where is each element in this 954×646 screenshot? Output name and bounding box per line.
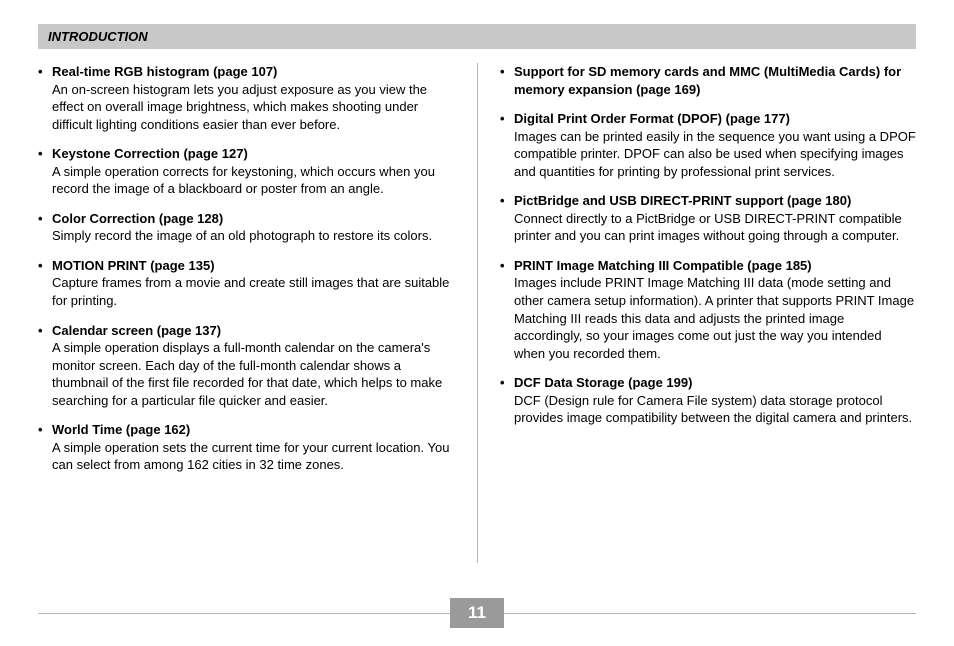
feature-title: MOTION PRINT (page 135)	[52, 258, 215, 273]
feature-title: DCF Data Storage (page 199)	[514, 375, 692, 390]
bullet-icon: •	[38, 63, 52, 133]
feature-item: • PRINT Image Matching III Compatible (p…	[500, 257, 916, 362]
feature-title: PRINT Image Matching III Compatible (pag…	[514, 258, 812, 273]
footer-rule-right	[504, 613, 916, 614]
feature-desc: DCF (Design rule for Camera File system)…	[514, 393, 912, 426]
bullet-icon: •	[38, 421, 52, 474]
content-columns: • Real-time RGB histogram (page 107) An …	[38, 63, 916, 563]
bullet-icon: •	[500, 110, 514, 180]
feature-desc: A simple operation corrects for keystoni…	[52, 164, 435, 197]
feature-item: • DCF Data Storage (page 199) DCF (Desig…	[500, 374, 916, 427]
feature-title: World Time (page 162)	[52, 422, 190, 437]
feature-title: Real-time RGB histogram (page 107)	[52, 64, 277, 79]
feature-body: Digital Print Order Format (DPOF) (page …	[514, 110, 916, 180]
feature-desc: A simple operation sets the current time…	[52, 440, 449, 473]
bullet-icon: •	[38, 322, 52, 410]
feature-body: MOTION PRINT (page 135) Capture frames f…	[52, 257, 455, 310]
feature-item: • World Time (page 162) A simple operati…	[38, 421, 455, 474]
feature-item: • Color Correction (page 128) Simply rec…	[38, 210, 455, 245]
footer-rule-left	[38, 613, 450, 614]
feature-item: • Support for SD memory cards and MMC (M…	[500, 63, 916, 98]
feature-desc: A simple operation displays a full-month…	[52, 340, 442, 408]
feature-body: Support for SD memory cards and MMC (Mul…	[514, 63, 916, 98]
bullet-icon: •	[38, 145, 52, 198]
feature-title: Keystone Correction (page 127)	[52, 146, 248, 161]
right-column: • Support for SD memory cards and MMC (M…	[477, 63, 916, 563]
manual-page: INTRODUCTION • Real-time RGB histogram (…	[0, 0, 954, 646]
feature-title: Color Correction (page 128)	[52, 211, 223, 226]
feature-item: • MOTION PRINT (page 135) Capture frames…	[38, 257, 455, 310]
feature-title: Digital Print Order Format (DPOF) (page …	[514, 111, 790, 126]
section-header: INTRODUCTION	[38, 24, 916, 49]
feature-desc: An on-screen histogram lets you adjust e…	[52, 82, 427, 132]
feature-body: Calendar screen (page 137) A simple oper…	[52, 322, 455, 410]
feature-item: • PictBridge and USB DIRECT-PRINT suppor…	[500, 192, 916, 245]
feature-body: Keystone Correction (page 127) A simple …	[52, 145, 455, 198]
feature-body: PictBridge and USB DIRECT-PRINT support …	[514, 192, 916, 245]
feature-body: Real-time RGB histogram (page 107) An on…	[52, 63, 455, 133]
feature-item: • Keystone Correction (page 127) A simpl…	[38, 145, 455, 198]
bullet-icon: •	[38, 257, 52, 310]
feature-item: • Digital Print Order Format (DPOF) (pag…	[500, 110, 916, 180]
page-footer: 11	[38, 598, 916, 628]
feature-desc: Simply record the image of an old photog…	[52, 228, 432, 243]
bullet-icon: •	[500, 374, 514, 427]
feature-item: • Real-time RGB histogram (page 107) An …	[38, 63, 455, 133]
feature-body: Color Correction (page 128) Simply recor…	[52, 210, 455, 245]
section-title: INTRODUCTION	[48, 29, 148, 44]
bullet-icon: •	[500, 257, 514, 362]
bullet-icon: •	[38, 210, 52, 245]
feature-desc: Connect directly to a PictBridge or USB …	[514, 211, 902, 244]
feature-body: PRINT Image Matching III Compatible (pag…	[514, 257, 916, 362]
bullet-icon: •	[500, 192, 514, 245]
feature-body: World Time (page 162) A simple operation…	[52, 421, 455, 474]
feature-title: Support for SD memory cards and MMC (Mul…	[514, 64, 901, 97]
feature-desc: Images include PRINT Image Matching III …	[514, 275, 914, 360]
bullet-icon: •	[500, 63, 514, 98]
feature-title: Calendar screen (page 137)	[52, 323, 221, 338]
feature-title: PictBridge and USB DIRECT-PRINT support …	[514, 193, 851, 208]
feature-desc: Images can be printed easily in the sequ…	[514, 129, 916, 179]
page-number: 11	[450, 598, 504, 628]
left-column: • Real-time RGB histogram (page 107) An …	[38, 63, 477, 563]
feature-body: DCF Data Storage (page 199) DCF (Design …	[514, 374, 916, 427]
feature-desc: Capture frames from a movie and create s…	[52, 275, 449, 308]
feature-item: • Calendar screen (page 137) A simple op…	[38, 322, 455, 410]
